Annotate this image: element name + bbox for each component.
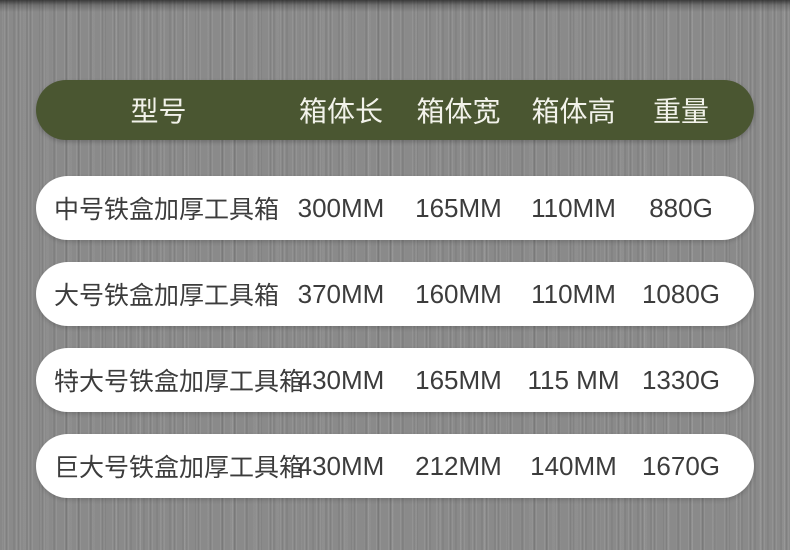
header-cell-model: 型号 (130, 96, 187, 127)
cell-weight: 1670G (641, 450, 721, 481)
cell-width: 165MM (415, 192, 502, 223)
header-cell-weight: 重量 (652, 96, 709, 127)
spec-row-large: 大号铁盒加厚工具箱 370MM 160MM 110MM 1080G (36, 262, 754, 326)
cell-width: 160MM (415, 278, 502, 309)
cell-height: 140MM (530, 450, 617, 481)
cell-weight: 1080G (641, 278, 721, 309)
cell-height: 110MM (531, 278, 616, 309)
cell-weight: 1330G (641, 364, 721, 395)
cell-model: 中号铁盒加厚工具箱 (54, 196, 280, 224)
header-cell-height: 箱体高 (531, 96, 616, 127)
cell-width: 165MM (415, 364, 502, 395)
header-cell-length: 箱体长 (298, 96, 383, 127)
product-spec-table: 型号 箱体长 箱体宽 箱体高 重量 中号铁盒加厚工具箱 300MM 165MM … (36, 80, 754, 520)
cell-model: 大号铁盒加厚工具箱 (54, 282, 280, 310)
spec-row-giant: 巨大号铁盒加厚工具箱 430MM 212MM 140MM 1670G (36, 434, 754, 498)
cell-width: 212MM (415, 450, 502, 481)
cell-length: 300MM (297, 192, 385, 223)
cell-height: 110MM (531, 192, 616, 223)
header-cell-width: 箱体宽 (416, 96, 501, 127)
cell-weight: 880G (649, 192, 713, 223)
cell-height: 115 MM (527, 364, 620, 395)
spec-table-header-row: 型号 箱体长 箱体宽 箱体高 重量 (36, 80, 754, 140)
cell-length: 430MM (297, 364, 385, 395)
spec-row-extra-large: 特大号铁盒加厚工具箱 430MM 165MM 115 MM 1330G (36, 348, 754, 412)
cell-length: 430MM (297, 450, 385, 481)
spec-row-medium: 中号铁盒加厚工具箱 300MM 165MM 110MM 880G (36, 176, 754, 240)
cell-model: 特大号铁盒加厚工具箱 (54, 368, 305, 396)
cell-length: 370MM (297, 278, 385, 309)
cell-model: 巨大号铁盒加厚工具箱 (54, 454, 305, 482)
